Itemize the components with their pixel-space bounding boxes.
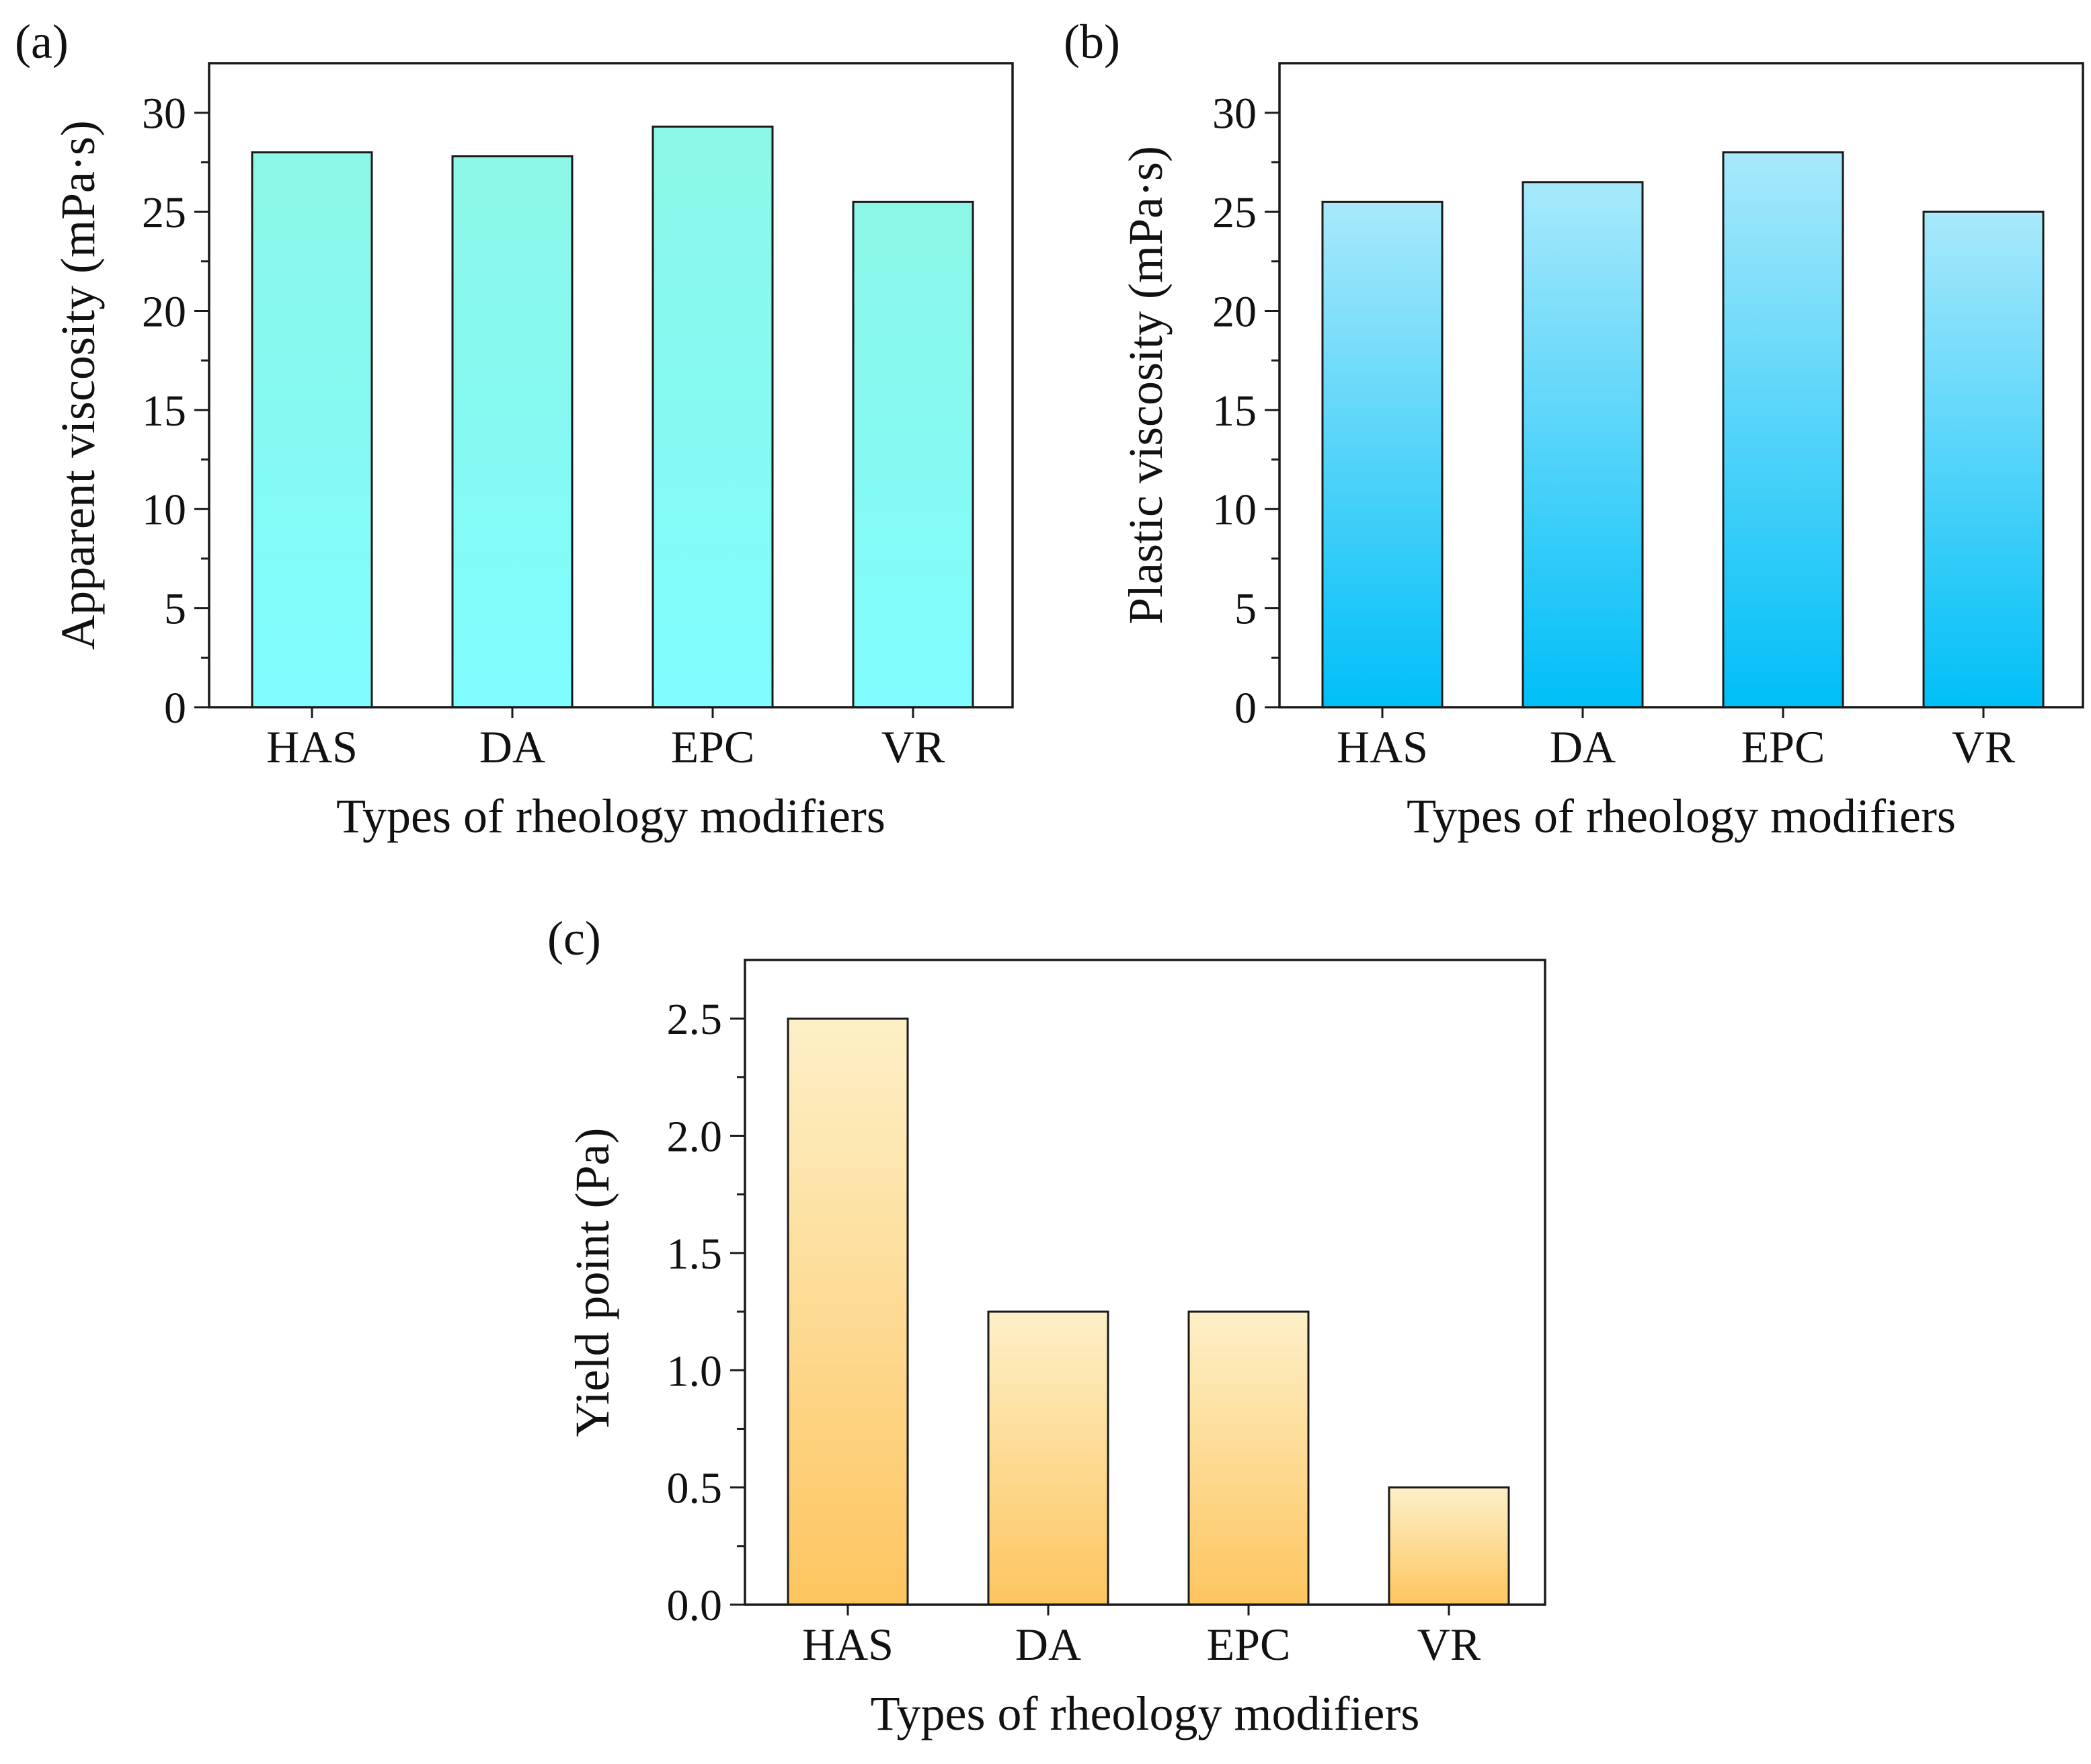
y-axis-title: Yield point (Pa) xyxy=(565,1128,619,1437)
x-tick-label-vr: VR xyxy=(1952,721,2016,772)
y-axis-title: Apparent viscosity (mPa·s) xyxy=(51,120,105,650)
y-tick-label: 0 xyxy=(1234,684,1257,733)
x-tick-label-epc: EPC xyxy=(1741,721,1825,772)
x-tick-label-da: DA xyxy=(1550,721,1616,772)
x-tick-label-has: HAS xyxy=(802,1619,894,1670)
y-tick-label: 10 xyxy=(1212,485,1257,534)
y-tick-label: 5 xyxy=(1234,585,1257,634)
y-tick-label: 1.0 xyxy=(667,1347,723,1396)
x-tick-label-vr: VR xyxy=(881,721,945,772)
y-tick-label: 0.5 xyxy=(667,1464,723,1513)
panel-label: (a) xyxy=(15,15,69,69)
y-axis-title: Plastic viscosity (mPa·s) xyxy=(1119,146,1173,625)
bar-has xyxy=(251,151,373,709)
plot-frame xyxy=(1278,62,2084,709)
y-tick-label: 20 xyxy=(142,287,186,336)
x-tick-label-vr: VR xyxy=(1417,1619,1481,1670)
chart-panel-c: HAS DA EPC VR 0.0 0.5 1.0 1.5 2.0 2.5 (c) Types of … xyxy=(547,912,1546,1740)
x-axis-title: Types of rheology modifiers xyxy=(1407,789,1956,843)
bar-vr xyxy=(1922,210,2045,709)
y-tick-label: 5 xyxy=(164,585,186,634)
x-axis-title: Types of rheology modifiers xyxy=(871,1687,1420,1740)
y-tick-label: 1.5 xyxy=(667,1230,723,1279)
x-axis-title: Types of rheology modifiers xyxy=(336,789,885,843)
bar-has xyxy=(1321,200,1444,709)
x-tick-label-da: DA xyxy=(1015,1619,1081,1670)
bar-da xyxy=(451,155,574,709)
y-tick-label: 10 xyxy=(142,485,186,534)
bar-epc xyxy=(1187,1310,1310,1606)
y-tick-label: 0.0 xyxy=(667,1581,723,1630)
bar-vr xyxy=(852,200,974,709)
x-tick-label-epc: EPC xyxy=(1207,1619,1291,1670)
y-tick-label: 0 xyxy=(164,684,186,733)
y-tick-label: 25 xyxy=(142,188,186,237)
y-tick-label: 30 xyxy=(1212,89,1257,138)
bar-epc xyxy=(1722,151,1844,709)
y-tick-label: 2.5 xyxy=(667,995,723,1044)
y-tick-label: 15 xyxy=(142,387,186,436)
y-tick-label: 25 xyxy=(1212,188,1257,237)
x-tick-label-da: DA xyxy=(479,721,545,772)
x-tick-label-epc: EPC xyxy=(671,721,755,772)
bar-da xyxy=(1522,181,1644,709)
x-tick-label-has: HAS xyxy=(266,721,358,772)
y-tick-label: 20 xyxy=(1212,287,1257,336)
plot-frame xyxy=(744,959,1546,1606)
plot-frame xyxy=(208,62,1014,709)
y-tick-label: 2.0 xyxy=(667,1113,723,1162)
panel-label: (c) xyxy=(547,912,601,965)
bar-epc xyxy=(652,125,774,709)
bar-da xyxy=(987,1310,1109,1606)
y-tick-label: 15 xyxy=(1212,387,1257,436)
chart-panel-a: HAS DA EPC VR 0 5 10 15 20 25 30 (a) Types of rheolo… xyxy=(15,15,1014,843)
panel-label: (b) xyxy=(1064,15,1120,69)
y-tick-label: 30 xyxy=(142,89,186,138)
bar-vr xyxy=(1388,1486,1510,1606)
bar-has xyxy=(787,1017,909,1606)
x-tick-label-has: HAS xyxy=(1337,721,1428,772)
chart-panel-b: HAS DA EPC VR 0 5 10 15 20 25 30 (b) Types of rheolo… xyxy=(1064,15,2084,843)
